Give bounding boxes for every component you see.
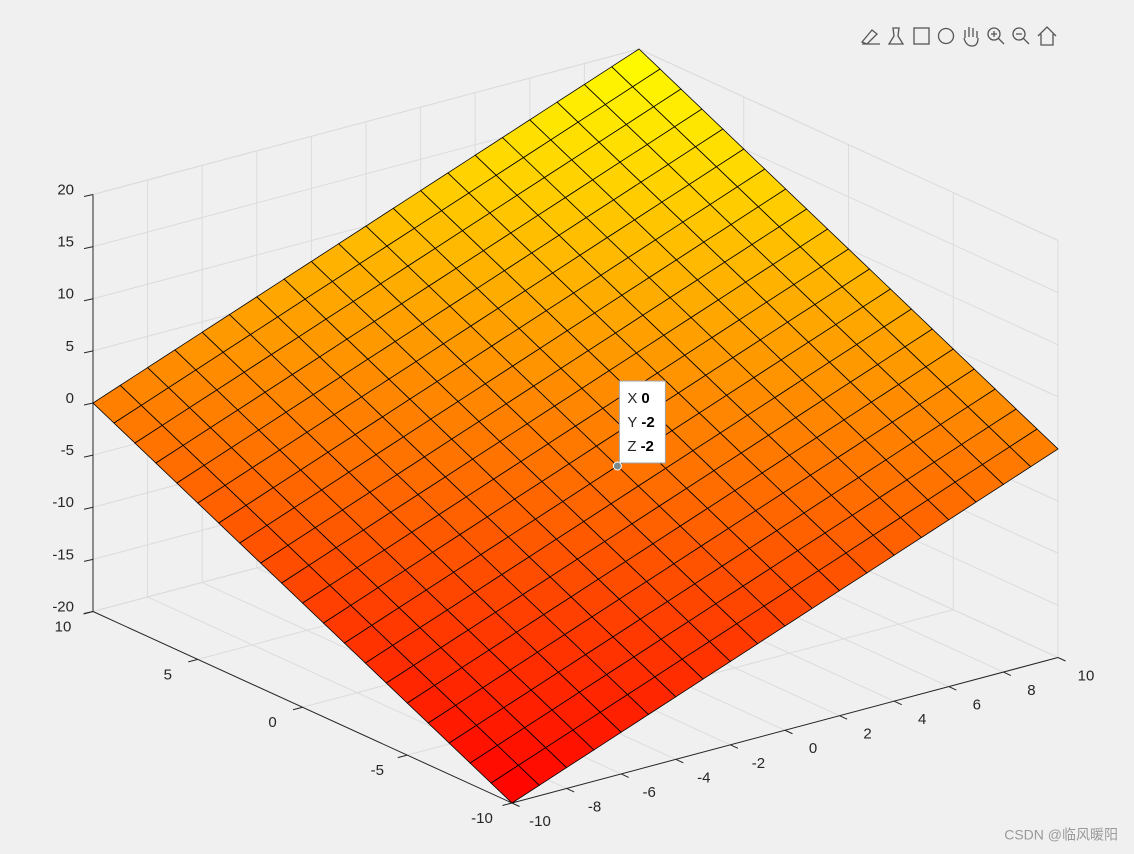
y-tick xyxy=(397,754,408,759)
zoom-in-plus xyxy=(991,31,1005,45)
x-tick xyxy=(948,686,957,691)
data-tip-value: 0 xyxy=(641,390,649,407)
x-tick-label: 4 xyxy=(918,711,926,728)
x-tick-label: 0 xyxy=(809,740,817,757)
data-tip-value: -2 xyxy=(641,438,654,455)
y-tick-label: -10 xyxy=(471,810,493,827)
x-tick-label: -8 xyxy=(588,798,601,815)
zoom-out-minus xyxy=(1016,33,1030,45)
z-tick-label: 20 xyxy=(57,181,74,198)
axes: -20-15-10-505101520-10-50510-10-8-6-4-20… xyxy=(52,48,1095,830)
z-tick-label: -10 xyxy=(52,494,74,511)
surface xyxy=(92,48,1059,804)
x-tick xyxy=(511,802,520,807)
data-tip-row: Z -2 xyxy=(627,438,654,455)
z-tick-label: 15 xyxy=(57,234,74,251)
z-tick-label: -5 xyxy=(61,442,74,459)
z-tick-label: -20 xyxy=(52,598,74,615)
z-tick xyxy=(83,246,94,250)
data-tip-label: Z xyxy=(627,438,636,455)
y-tick xyxy=(83,611,94,615)
y-tick-label: 0 xyxy=(268,714,276,731)
y-tick-label: -5 xyxy=(371,762,384,779)
z-tick-label: -15 xyxy=(52,546,74,563)
x-tick xyxy=(839,715,848,720)
data-tip-label: X xyxy=(627,390,637,407)
data-tip-row: Y -2 xyxy=(627,414,654,431)
x-tick-label: 8 xyxy=(1027,682,1035,699)
surface-face xyxy=(611,48,661,88)
legend-icon[interactable] xyxy=(913,27,930,45)
x-tick-label: 6 xyxy=(973,697,981,714)
zoom-in-icon[interactable] xyxy=(987,27,1001,41)
z-tick-label: 0 xyxy=(66,390,74,407)
z-tick xyxy=(83,506,94,510)
watermark: CSDN @临风暖阳 xyxy=(1004,827,1118,843)
y-tick xyxy=(188,658,198,663)
data-tip-value: -2 xyxy=(641,414,654,431)
linked-icon[interactable] xyxy=(887,27,905,45)
brush-icon[interactable] xyxy=(860,29,880,45)
z-tick-label: 5 xyxy=(66,338,74,355)
x-tick xyxy=(1003,671,1012,677)
x-tick xyxy=(675,758,684,764)
z-tick xyxy=(83,402,94,406)
z-tick xyxy=(83,298,94,302)
zoom-out-icon[interactable] xyxy=(1012,27,1026,41)
x-tick xyxy=(1057,657,1066,662)
data-tip-label: Y xyxy=(627,414,637,431)
x-tick-label: -2 xyxy=(752,755,765,772)
x-tick-label: -4 xyxy=(697,769,710,786)
y-tick-label: 5 xyxy=(164,666,172,683)
x-tick-label: 10 xyxy=(1078,667,1095,684)
home-icon[interactable] xyxy=(1037,26,1057,46)
data-tip-marker xyxy=(612,461,622,471)
x-tick-label: -10 xyxy=(529,813,551,830)
data-tip: X 0Y -2Z -2 xyxy=(612,380,666,471)
x-tick xyxy=(620,773,629,778)
box-edge xyxy=(92,48,640,195)
z-tick xyxy=(83,558,94,562)
z-tick-label: 10 xyxy=(57,286,74,303)
y-tick xyxy=(502,802,513,806)
x-tick-label: 2 xyxy=(863,726,871,743)
x-tick-label: -6 xyxy=(643,784,656,801)
pan-icon[interactable] xyxy=(963,27,979,47)
x-tick xyxy=(566,787,575,793)
y-tick-label: 10 xyxy=(55,618,72,635)
box-edge xyxy=(638,48,1059,241)
data-tip-box xyxy=(618,380,666,464)
x-tick xyxy=(784,729,793,735)
toolbar xyxy=(860,26,1057,47)
z-tick xyxy=(83,194,94,197)
z-tick xyxy=(83,350,94,354)
rotate-icon[interactable] xyxy=(937,27,955,45)
z-tick xyxy=(83,454,94,458)
y-tick xyxy=(292,706,303,711)
x-tick xyxy=(730,744,739,749)
x-tick xyxy=(893,700,902,706)
